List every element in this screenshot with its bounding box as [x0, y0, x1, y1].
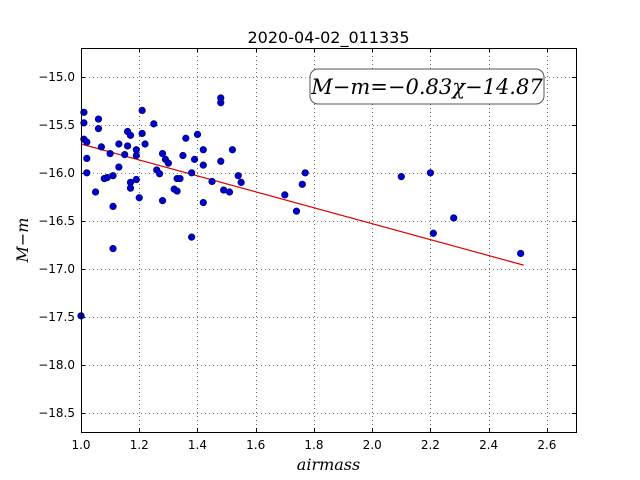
data-point	[429, 229, 437, 237]
data-point	[228, 146, 237, 154]
data-point	[199, 146, 207, 154]
data-point	[83, 169, 91, 177]
x-tick-label: 2.4	[479, 438, 498, 452]
data-point	[173, 187, 181, 195]
x-tick-label: 1.2	[130, 438, 149, 452]
y-axis-label: M−m	[13, 218, 32, 264]
data-point	[301, 169, 309, 177]
y-tick-label: −17.0	[38, 262, 75, 276]
y-tick-label: −16.0	[38, 166, 75, 180]
data-point	[193, 130, 202, 138]
data-point	[199, 161, 207, 169]
data-point	[126, 184, 135, 192]
x-tick-label: 2.6	[537, 438, 556, 452]
x-tick-label: 2.0	[363, 438, 382, 452]
x-tick-label: 1.8	[304, 438, 323, 452]
fit-equation-frame	[309, 68, 545, 105]
data-point	[115, 140, 123, 148]
y-tick-label: −15.5	[38, 118, 75, 132]
data-point	[150, 120, 158, 128]
data-point	[109, 202, 117, 210]
data-point	[190, 155, 199, 163]
data-point	[138, 129, 146, 138]
data-point	[292, 207, 301, 215]
data-point	[80, 108, 88, 116]
data-point	[450, 214, 458, 222]
data-point	[135, 194, 143, 202]
x-tick-label: 1.6	[246, 438, 265, 452]
data-point	[188, 169, 196, 177]
data-point	[109, 245, 117, 253]
data-point	[158, 150, 167, 158]
x-tick-label: 1.0	[71, 438, 90, 452]
x-tick-label: 2.2	[421, 438, 440, 452]
data-point	[115, 163, 123, 171]
fit-equation: M−m=−0.83χ−14.87	[310, 75, 543, 99]
y-tick-label: −18.0	[38, 358, 75, 372]
data-point	[138, 106, 146, 114]
x-tick-label: 1.4	[188, 438, 207, 452]
data-point	[156, 170, 164, 178]
tick-labels: 1.0 1.2 1.4 1.6 1.8 2.0 2.2 2.4 2.6 −15.0 −15.5 −16…	[38, 70, 556, 452]
fit-line	[80, 143, 524, 266]
data-point	[397, 173, 405, 181]
data-point	[234, 172, 242, 180]
data-point	[179, 151, 187, 160]
data-point	[126, 131, 135, 139]
data-point	[97, 143, 105, 151]
data-point	[176, 174, 184, 183]
y-tick-label: −18.5	[38, 406, 75, 420]
data-point	[132, 151, 140, 160]
data-point	[217, 157, 225, 165]
data-point	[80, 119, 88, 127]
data-point	[158, 197, 167, 205]
fit-line-layer	[80, 143, 524, 266]
data-point	[517, 249, 525, 258]
data-point	[121, 150, 129, 159]
data-point	[188, 233, 196, 241]
plot-area	[81, 48, 576, 432]
y-tick-label: −15.0	[38, 70, 75, 84]
data-point	[109, 172, 117, 180]
plot-frame	[81, 48, 577, 433]
data-point	[94, 125, 103, 133]
fit-equation-box: M−m=−0.83χ−14.87	[309, 68, 545, 105]
data-point	[94, 115, 103, 123]
data-points	[77, 94, 525, 320]
data-point	[106, 150, 114, 158]
data-point	[91, 188, 100, 196]
data-point	[208, 177, 216, 186]
data-point	[199, 198, 207, 207]
data-point	[141, 140, 149, 148]
data-point	[225, 188, 234, 196]
data-point	[281, 191, 289, 199]
data-point	[123, 142, 132, 150]
chart-title: 2020-04-02_011335	[247, 28, 409, 48]
data-point	[237, 178, 245, 186]
data-point	[83, 154, 91, 162]
data-point	[298, 180, 306, 188]
data-point	[426, 169, 435, 177]
data-point	[182, 134, 190, 142]
data-point	[164, 159, 172, 167]
data-point	[217, 99, 225, 107]
grid	[81, 48, 576, 432]
y-tick-label: −17.5	[38, 310, 75, 324]
y-tick-label: −16.5	[38, 214, 75, 228]
data-point	[132, 175, 140, 184]
data-point	[83, 138, 91, 146]
x-axis-label: airmass	[297, 455, 360, 474]
